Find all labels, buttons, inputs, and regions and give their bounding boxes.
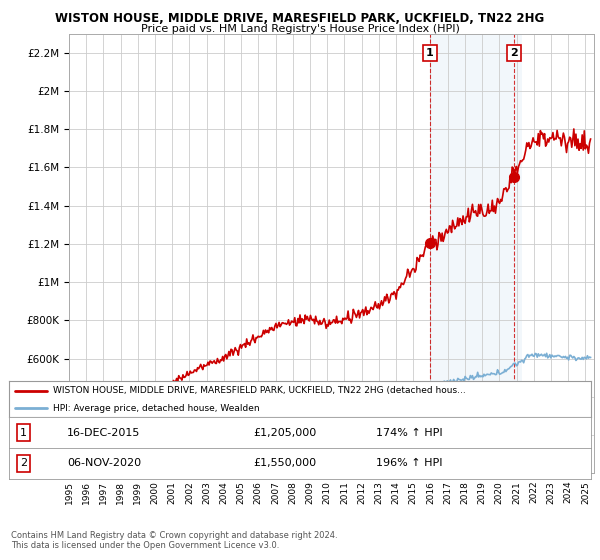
Text: £1,550,000: £1,550,000 [253,459,317,468]
Text: 174% ↑ HPI: 174% ↑ HPI [376,428,442,437]
Text: 1: 1 [20,428,27,437]
Text: HPI: Average price, detached house, Wealden: HPI: Average price, detached house, Weal… [53,404,259,413]
Text: 16-DEC-2015: 16-DEC-2015 [67,428,140,437]
Text: 196% ↑ HPI: 196% ↑ HPI [376,459,442,468]
Text: Price paid vs. HM Land Registry's House Price Index (HPI): Price paid vs. HM Land Registry's House … [140,24,460,34]
Bar [430,34,523,473]
Text: 2: 2 [20,459,27,468]
Text: WISTON HOUSE, MIDDLE DRIVE, MARESFIELD PARK, UCKFIELD, TN22 2HG (detached hous..: WISTON HOUSE, MIDDLE DRIVE, MARESFIELD P… [53,386,466,395]
Text: 1: 1 [426,48,434,58]
Text: 2: 2 [510,48,518,58]
Text: WISTON HOUSE, MIDDLE DRIVE, MARESFIELD PARK, UCKFIELD, TN22 2HG: WISTON HOUSE, MIDDLE DRIVE, MARESFIELD P… [55,12,545,25]
Text: Contains HM Land Registry data © Crown copyright and database right 2024.
This d: Contains HM Land Registry data © Crown c… [11,530,337,550]
Text: £1,205,000: £1,205,000 [253,428,317,437]
Text: 06-NOV-2020: 06-NOV-2020 [67,459,142,468]
